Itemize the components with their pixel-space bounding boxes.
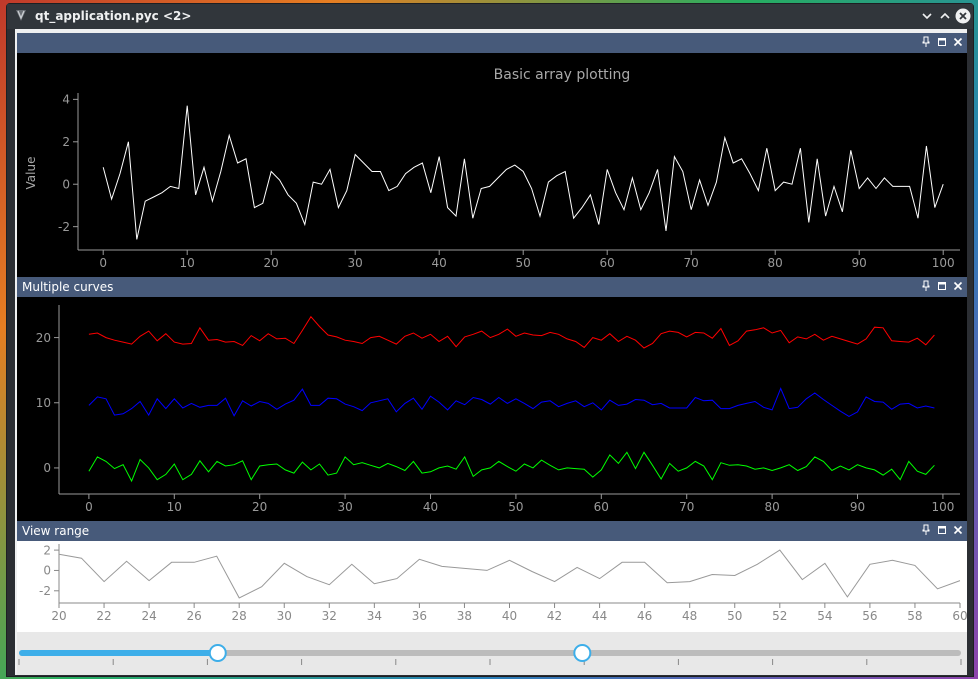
range-slider-area: [17, 632, 967, 675]
x-tick-label: 100: [932, 256, 955, 270]
slider-groove[interactable]: [19, 650, 961, 656]
dock-header-multiple[interactable]: Multiple curves: [17, 277, 967, 297]
dock-header-basic[interactable]: [17, 33, 967, 53]
pin-icon[interactable]: [921, 36, 931, 48]
x-tick-label: 60: [952, 609, 967, 623]
x-tick-label: 58: [907, 609, 922, 623]
x-tick-label: 90: [850, 500, 865, 514]
x-tick-label: 24: [141, 609, 156, 623]
app-icon: [16, 10, 26, 21]
y-tick-label: 0: [62, 177, 70, 191]
x-tick-label: 0: [99, 256, 107, 270]
dock-header-view-range[interactable]: View range: [17, 521, 967, 541]
float-icon[interactable]: [937, 280, 947, 292]
series-line-0: [88, 315, 935, 349]
chart-title: Basic array plotting: [494, 67, 631, 83]
y-tick-label: 10: [36, 396, 51, 410]
pin-icon[interactable]: [921, 524, 931, 536]
x-tick-label: 10: [180, 256, 195, 270]
dock-area: Basic array plotting Value 0 10 20 30 40 50 60…: [15, 29, 967, 675]
minimize-icon[interactable]: [919, 8, 935, 24]
y-tick-label: 4: [62, 93, 70, 107]
window-title: qt_application.pyc <2>: [35, 9, 192, 23]
series-line-1: [88, 387, 935, 417]
x-tick-label: 48: [682, 609, 697, 623]
plot-multiple[interactable]: 0 10 20 30 40 50 60 70 80 90 100 0 10 20: [17, 297, 967, 521]
x-tick-label: 40: [423, 500, 438, 514]
y-tick-label: -2: [39, 584, 51, 598]
x-tick-label: 34: [367, 609, 382, 623]
x-tick-label: 90: [852, 256, 867, 270]
x-tick-label: 30: [348, 256, 363, 270]
y-tick-label: 0: [43, 461, 51, 475]
x-tick-label: 50: [508, 500, 523, 514]
x-tick-label: 20: [51, 609, 66, 623]
float-icon[interactable]: [937, 36, 947, 48]
close-icon[interactable]: [953, 36, 963, 48]
range-end-handle[interactable]: [573, 644, 592, 662]
x-tick-label: 30: [337, 500, 352, 514]
range-start-handle[interactable]: [208, 644, 227, 662]
x-tick-label: 28: [232, 609, 247, 623]
y-tick-label: 2: [43, 543, 51, 557]
series-line-0: [58, 549, 961, 599]
app-window: qt_application.pyc <2> Basic array plott…: [6, 3, 974, 677]
x-tick-label: 40: [502, 609, 517, 623]
slider-fill: [19, 650, 218, 656]
x-tick-label: 22: [96, 609, 111, 623]
x-tick-label: 54: [817, 609, 832, 623]
x-tick-label: 50: [727, 609, 742, 623]
float-icon[interactable]: [937, 524, 947, 536]
dock-title: View range: [22, 524, 90, 538]
pin-icon[interactable]: [921, 280, 931, 292]
close-icon[interactable]: [953, 524, 963, 536]
x-tick-label: 56: [862, 609, 877, 623]
series-line-0: [102, 105, 944, 240]
x-tick-label: 80: [764, 500, 779, 514]
x-tick-label: 26: [187, 609, 202, 623]
x-tick-label: 0: [85, 500, 93, 514]
close-icon[interactable]: [955, 8, 971, 24]
y-tick-label: 20: [36, 331, 51, 345]
chart-basic-array[interactable]: Basic array plotting Value 0 10 20 30 40 50 60…: [17, 53, 967, 277]
range-slider[interactable]: [17, 632, 967, 675]
x-tick-label: 38: [457, 609, 472, 623]
x-tick-label: 50: [516, 256, 531, 270]
x-tick-label: 36: [412, 609, 427, 623]
x-tick-label: 20: [264, 256, 279, 270]
x-tick-label: 100: [931, 500, 954, 514]
x-tick-label: 70: [684, 256, 699, 270]
y-tick-label: -2: [58, 220, 70, 234]
x-tick-label: 46: [637, 609, 652, 623]
series-line-2: [88, 451, 935, 483]
x-tick-label: 32: [322, 609, 337, 623]
close-icon[interactable]: [953, 280, 963, 292]
x-tick-label: 52: [772, 609, 787, 623]
x-tick-label: 60: [594, 500, 609, 514]
title-bar[interactable]: qt_application.pyc <2>: [7, 4, 973, 29]
chart-multiple-curves[interactable]: 0 10 20 30 40 50 60 70 80 90 100 0 10 20: [17, 297, 967, 521]
x-tick-label: 60: [600, 256, 615, 270]
x-tick-label: 80: [768, 256, 783, 270]
x-tick-label: 44: [592, 609, 607, 623]
dock-title: Multiple curves: [22, 280, 114, 294]
x-tick-label: 70: [679, 500, 694, 514]
x-tick-label: 42: [547, 609, 562, 623]
plot-basic[interactable]: Basic array plotting Value 0 10 20 30 40 50 60…: [17, 53, 967, 277]
plot-view-range[interactable]: 20 22 24 26 28 30 32 34 36 38 40 42 44 46 48 50 52 54 56 58…: [17, 541, 967, 632]
x-tick-label: 10: [167, 500, 182, 514]
y-tick-label: 2: [62, 135, 70, 149]
maximize-icon[interactable]: [937, 8, 953, 24]
y-tick-label: 0: [43, 564, 51, 578]
x-tick-label: 30: [277, 609, 292, 623]
y-axis-label: Value: [24, 157, 38, 190]
x-tick-label: 40: [432, 256, 447, 270]
x-tick-label: 20: [252, 500, 267, 514]
chart-view-range[interactable]: 20 22 24 26 28 30 32 34 36 38 40 42 44 46 48 50 52 54 56 58…: [17, 541, 967, 632]
